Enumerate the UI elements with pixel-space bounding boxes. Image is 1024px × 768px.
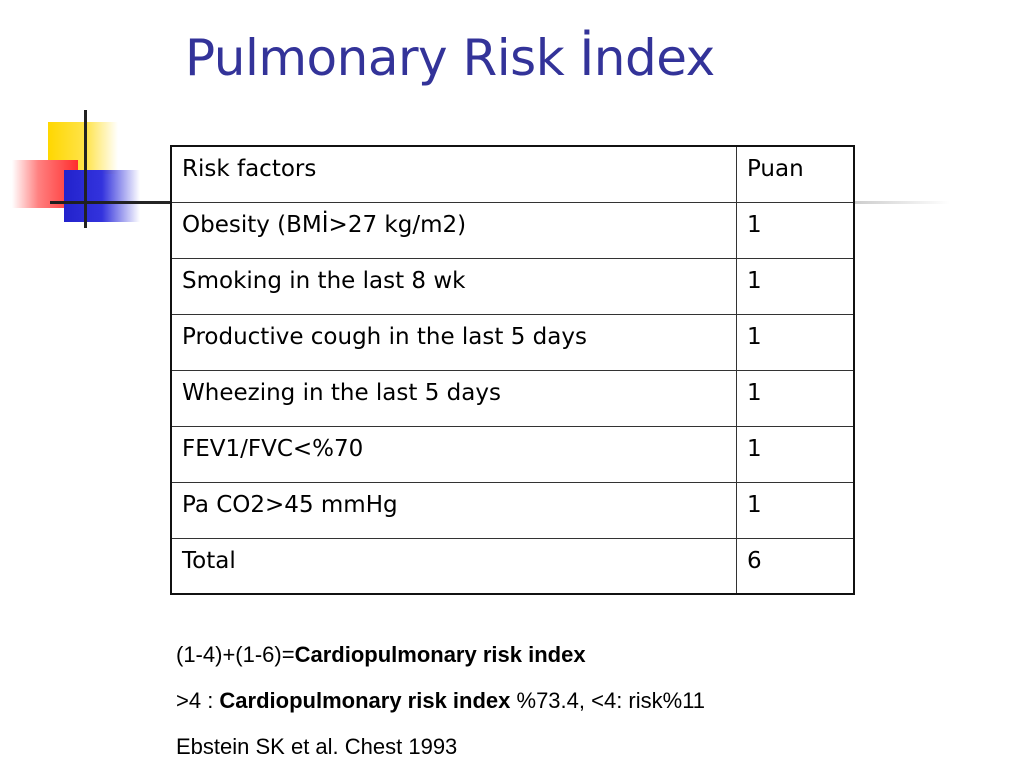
vertical-rule	[84, 110, 87, 228]
risk-factor-cell: FEV1/FVC<%70	[170, 425, 737, 483]
table-row: Smoking in the last 8 wk 1	[170, 257, 855, 315]
table-row: Productive cough in the last 5 days 1	[170, 313, 855, 371]
formula-line: (1-4)+(1-6)=Cardiopulmonary risk index	[176, 632, 705, 678]
citation-line: Ebstein SK et al. Chest 1993	[176, 734, 458, 759]
risk-factor-cell: Pa CO2>45 mmHg	[170, 481, 737, 539]
formula-prefix: (1-4)+(1-6)=	[176, 642, 295, 667]
threshold-prefix: >4 :	[176, 688, 220, 713]
risk-factor-cell: Productive cough in the last 5 days	[170, 313, 737, 371]
table-header-row: Risk factors Puan	[170, 145, 855, 203]
score-cell: 1	[735, 425, 855, 483]
table-row: Pa CO2>45 mmHg 1	[170, 481, 855, 539]
formula-result: Cardiopulmonary risk index	[294, 642, 586, 667]
risk-factor-cell: Obesity (BMİ>27 kg/m2)	[170, 201, 737, 259]
risk-factor-cell: Smoking in the last 8 wk	[170, 257, 737, 315]
risk-factors-table: Risk factors Puan Obesity (BMİ>27 kg/m2)…	[170, 145, 855, 595]
total-label-cell: Total	[170, 537, 737, 595]
score-cell: 1	[735, 257, 855, 315]
score-cell: 1	[735, 201, 855, 259]
table-row: FEV1/FVC<%70 1	[170, 425, 855, 483]
risk-factor-cell: Wheezing in the last 5 days	[170, 369, 737, 427]
score-cell: 1	[735, 481, 855, 539]
threshold-index-label: Cardiopulmonary risk index	[219, 688, 511, 713]
table-row: Wheezing in the last 5 days 1	[170, 369, 855, 427]
blue-block	[64, 170, 140, 222]
notes-block: (1-4)+(1-6)=Cardiopulmonary risk index >…	[176, 632, 705, 768]
slide-title: Pulmonary Risk İndex	[185, 29, 715, 87]
threshold-line: >4 : Cardiopulmonary risk index %73.4, <…	[176, 678, 705, 724]
score-cell: 1	[735, 313, 855, 371]
header-risk-factors: Risk factors	[170, 145, 737, 203]
score-cell: 1	[735, 369, 855, 427]
table-total-row: Total 6	[170, 537, 855, 595]
total-score-cell: 6	[735, 537, 855, 595]
header-puan: Puan	[735, 145, 855, 203]
table-row: Obesity (BMİ>27 kg/m2) 1	[170, 201, 855, 259]
threshold-rates: %73.4, <4: risk%11	[510, 688, 706, 713]
